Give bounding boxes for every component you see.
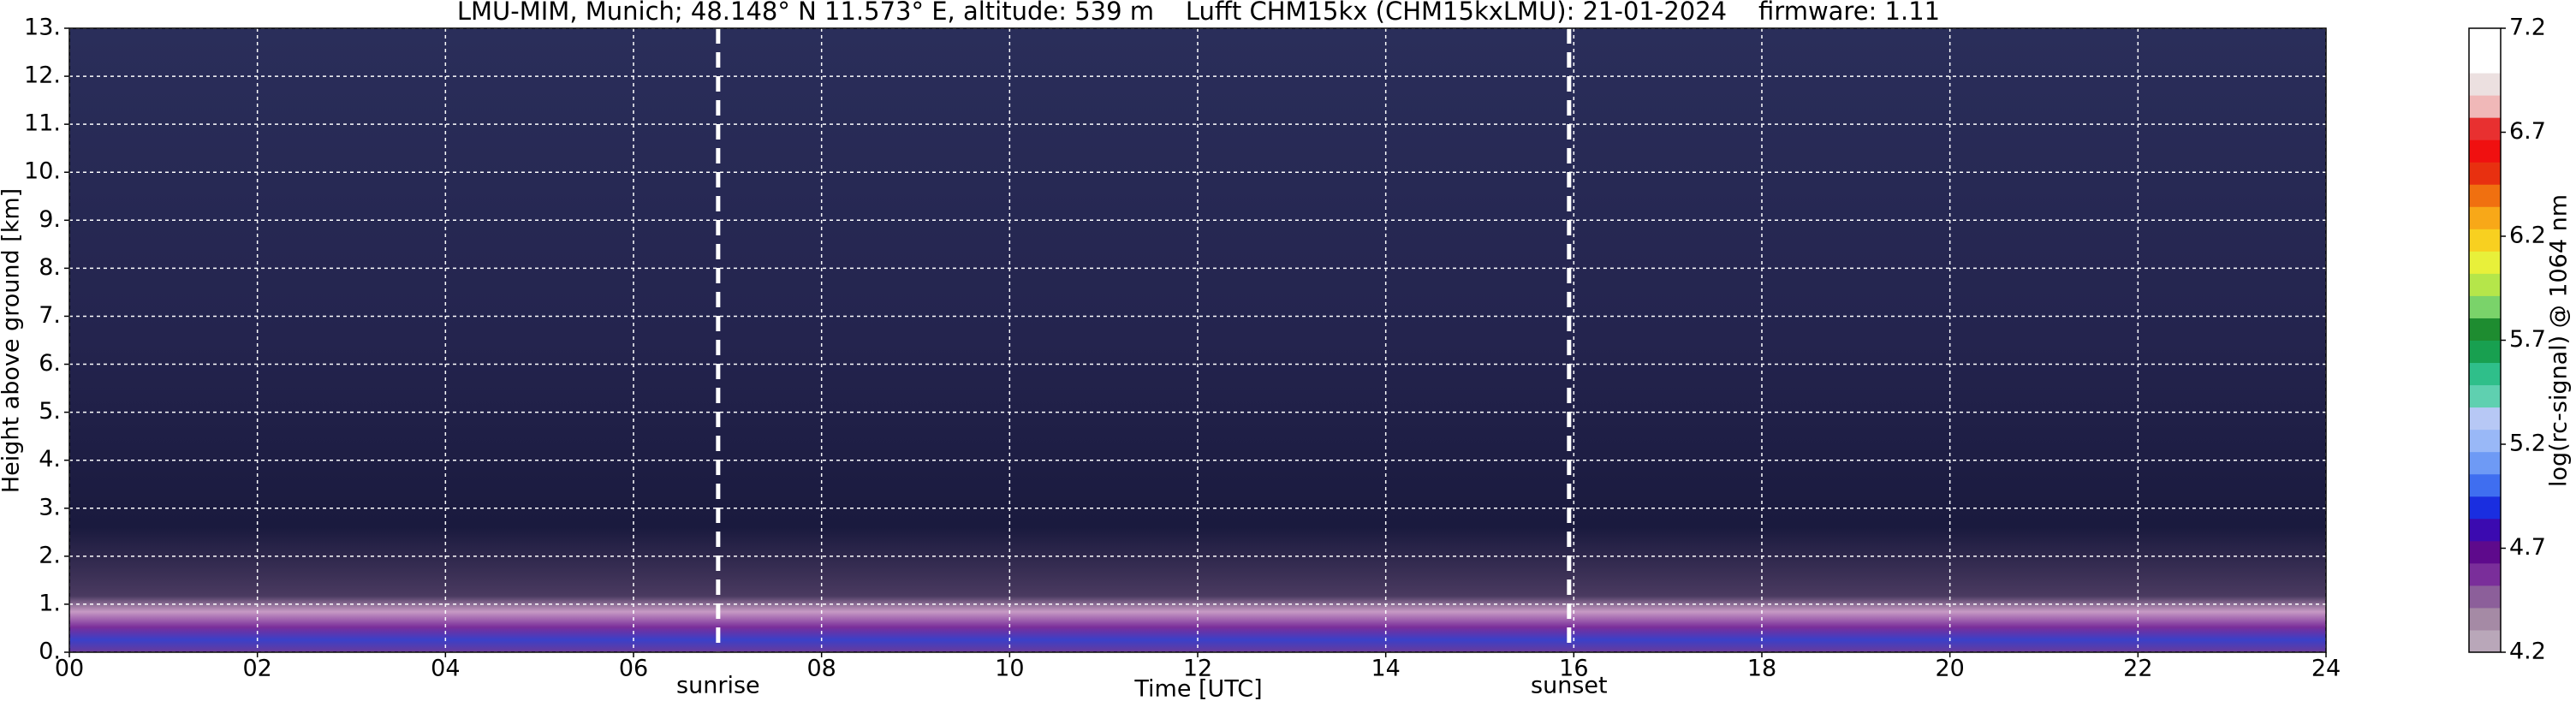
colorbar-swatch: [2469, 518, 2501, 542]
annotation-label: sunset: [1531, 673, 1608, 699]
x-tick-label: 08: [806, 656, 836, 682]
colorbar-swatch: [2469, 629, 2501, 653]
colorbar-swatch: [2469, 162, 2501, 185]
colorbar-swatch: [2469, 562, 2501, 586]
x-tick-label: 16: [1559, 656, 1588, 682]
y-tick-label: 2.: [39, 542, 61, 568]
colorbar-tick-label: 4.2: [2509, 639, 2546, 665]
colorbar-tick-label: 6.2: [2509, 223, 2546, 249]
colorbar-swatch: [2469, 295, 2501, 318]
colorbar-swatch: [2469, 585, 2501, 609]
colorbar-swatch: [2469, 496, 2501, 520]
x-tick-label: 02: [242, 656, 271, 682]
y-tick-label: 13.: [24, 15, 61, 41]
colorbar-swatch: [2469, 429, 2501, 453]
colorbar-swatch: [2469, 473, 2501, 497]
colorbar-swatch: [2469, 340, 2501, 364]
colorbar-swatch: [2469, 384, 2501, 408]
x-tick-label: 22: [2123, 656, 2152, 682]
x-tick-label: 04: [431, 656, 460, 682]
x-tick-label: 14: [1371, 656, 1400, 682]
colorbar-swatch: [2469, 362, 2501, 386]
y-tick-label: 8.: [39, 254, 61, 281]
colorbar-tick-label: 5.7: [2509, 326, 2546, 353]
colorbar-swatch: [2469, 50, 2501, 74]
y-axis-label: Height above ground [km]: [0, 188, 25, 493]
colorbar-tick-label: 4.7: [2509, 534, 2546, 561]
colorbar-swatch: [2469, 540, 2501, 564]
y-tick-label: 3.: [39, 494, 61, 520]
colorbar-swatch: [2469, 318, 2501, 341]
y-tick-label: 1.: [39, 590, 61, 616]
y-tick-label: 4.: [39, 446, 61, 472]
y-tick-label: 10.: [24, 158, 61, 185]
plot-frame: [68, 27, 2327, 653]
colorbar-swatch: [2469, 607, 2501, 631]
x-tick-label: 24: [2311, 656, 2341, 682]
x-tick-label: 18: [1747, 656, 1776, 682]
y-tick-label: 0.: [39, 639, 61, 665]
x-tick-label: 06: [619, 656, 648, 682]
colorbar-swatch: [2469, 184, 2501, 207]
y-tick-label: 5.: [39, 398, 61, 425]
y-tick-label: 12.: [24, 62, 61, 89]
colorbar-swatch: [2469, 273, 2501, 296]
colorbar-tick-label: 6.7: [2509, 118, 2546, 145]
x-tick-label: 20: [1935, 656, 1964, 682]
colorbar-swatch: [2469, 28, 2501, 51]
colorbar-swatch: [2469, 73, 2501, 96]
colorbar-swatch: [2469, 206, 2501, 229]
chart-title: LMU-MIM, Munich; 48.148° N 11.573° E, al…: [457, 0, 1940, 26]
annotation-label: sunrise: [676, 673, 760, 699]
colorbar-swatch: [2469, 95, 2501, 118]
colorbar-swatch: [2469, 451, 2501, 475]
y-tick-label: 11.: [24, 110, 61, 137]
colorbar-tick-label: 7.2: [2509, 15, 2546, 41]
colorbar-swatch: [2469, 229, 2501, 252]
colorbar-swatch: [2469, 117, 2501, 140]
y-tick-label: 7.: [39, 302, 61, 329]
x-axis-label: Time [UTC]: [1133, 676, 1262, 703]
y-tick-label: 6.: [39, 350, 61, 377]
x-tick-label: 12: [1183, 656, 1212, 682]
x-tick-label: 00: [55, 656, 84, 682]
colorbar-label: log(rc-signal) @ 1064 nm: [2546, 194, 2573, 487]
colorbar-swatch: [2469, 407, 2501, 431]
x-tick-label: 10: [995, 656, 1024, 682]
colorbar-swatch: [2469, 140, 2501, 163]
colorbar-swatch: [2469, 251, 2501, 274]
colorbar-tick-label: 5.2: [2509, 431, 2546, 457]
y-tick-label: 9.: [39, 206, 61, 233]
